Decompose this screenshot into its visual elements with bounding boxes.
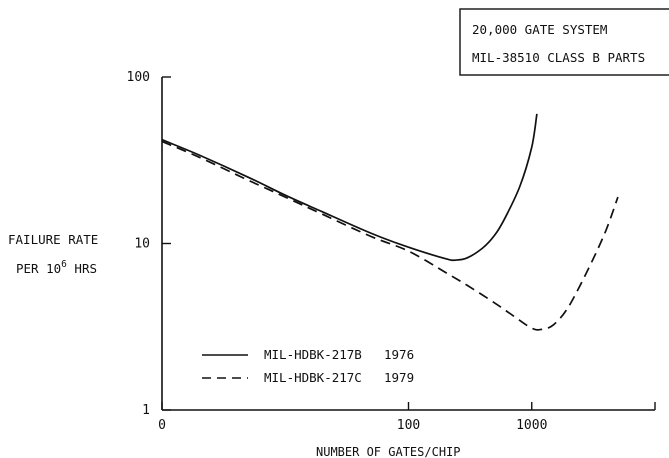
y-tick-label: 1 — [142, 403, 150, 418]
annotation-line-2: MIL-38510 CLASS B PARTS — [472, 50, 645, 65]
legend-label-217b: MIL-HDBK-217B — [264, 347, 362, 362]
y-axis-label-base: PER 10 — [16, 261, 61, 276]
y-axis-label: FAILURE RATE PER 106 HRS — [8, 232, 98, 276]
y-axis-label-unit: HRS — [67, 261, 97, 276]
x-tick-label: 0 — [158, 418, 166, 433]
y-axis-label-line-1: FAILURE RATE — [8, 232, 98, 247]
legend-year-217c: 1979 — [384, 370, 414, 385]
legend-year-217b: 1976 — [384, 347, 414, 362]
x-ticks: 0 100 1000 — [158, 402, 656, 433]
y-ticks: 100 10 1 — [127, 70, 171, 418]
series-layer — [161, 113, 619, 331]
annotation-box: 20,000 GATE SYSTEM MIL-38510 CLASS B PAR… — [459, 8, 669, 76]
y-tick-label: 10 — [134, 237, 150, 252]
y-axis-label-line-2: PER 106 HRS — [16, 259, 97, 276]
legend-label-217c: MIL-HDBK-217C — [264, 370, 362, 385]
annotation-line-1: 20,000 GATE SYSTEM — [472, 22, 607, 37]
legend: MIL-HDBK-217B 1976 MIL-HDBK-217C 1979 — [202, 347, 414, 385]
series-line-217b — [161, 113, 538, 262]
y-tick-label: 100 — [127, 70, 150, 85]
x-tick-label: 100 — [397, 418, 420, 433]
series-line-217c — [161, 140, 619, 331]
x-tick-label: 1000 — [516, 418, 547, 433]
x-axis-label: NUMBER OF GATES/CHIP — [316, 445, 461, 458]
y-axis-label-exponent: 6 — [61, 259, 67, 270]
annotation-box-frame — [459, 8, 669, 76]
